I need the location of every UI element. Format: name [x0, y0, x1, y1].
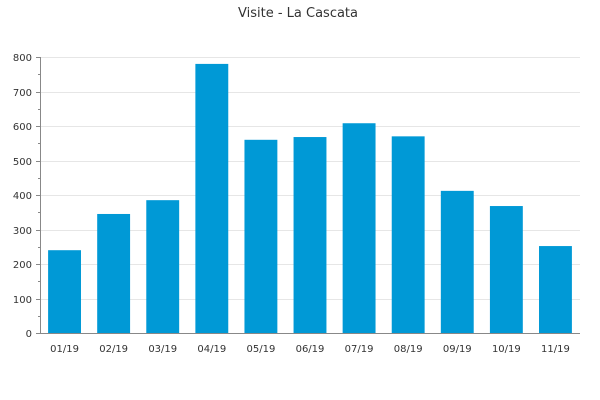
- bar-07-19: [342, 123, 376, 334]
- x-tick-label: 01/19: [50, 344, 79, 355]
- x-tick-label: 04/19: [197, 344, 226, 355]
- bar-11-19: [539, 246, 572, 333]
- y-tick-label: 700: [13, 88, 32, 99]
- y-tick-label: 200: [13, 260, 32, 271]
- bar-01-19: [48, 250, 81, 333]
- x-tick-label: 10/19: [492, 344, 521, 355]
- x-tick-label: 07/19: [345, 344, 374, 355]
- bar-08-19: [391, 136, 425, 333]
- x-tick-label: 02/19: [99, 344, 128, 355]
- chart-title: Visite - La Cascata: [238, 6, 358, 21]
- bar-05-19: [244, 139, 278, 333]
- tick-labels: 0 100 200 300 400 500 600 700 800 01/19 02/19 03/19…: [13, 53, 570, 355]
- x-tick-label: 03/19: [148, 344, 177, 355]
- y-tick-label: 300: [13, 226, 32, 237]
- bar-04-19: [195, 63, 229, 334]
- y-tick-label: 500: [13, 157, 32, 168]
- bar-06-19: [293, 137, 327, 333]
- axes: [36, 57, 580, 334]
- x-tick-label: 08/19: [394, 344, 423, 355]
- bar-02-19: [97, 213, 131, 333]
- x-tick-label: 05/19: [246, 344, 275, 355]
- bar-10-19: [489, 206, 523, 333]
- y-tick-label: 100: [13, 295, 32, 306]
- x-tick-label: 09/19: [443, 344, 472, 355]
- bars: [48, 63, 572, 334]
- y-tick-label: 800: [13, 53, 32, 64]
- y-tick-label: 400: [13, 191, 32, 202]
- x-tick-label: 06/19: [296, 344, 325, 355]
- bar-09-19: [440, 190, 474, 333]
- x-tick-label: 11/19: [541, 344, 570, 355]
- y-tick-label: 600: [13, 122, 32, 133]
- y-tick-label: 0: [26, 329, 32, 340]
- bar-03-19: [146, 200, 180, 333]
